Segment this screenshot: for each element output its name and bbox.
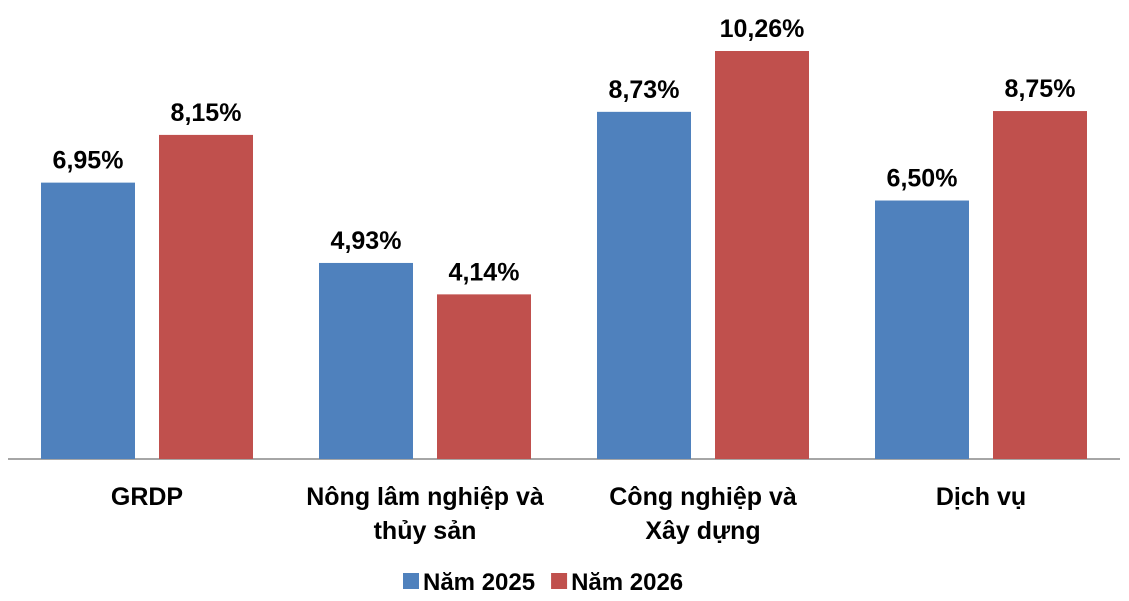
bar: [41, 182, 135, 459]
data-label: 8,73%: [609, 76, 680, 104]
data-label: 8,15%: [171, 99, 242, 127]
bar: [319, 262, 413, 459]
bar: [715, 51, 809, 459]
bar: [875, 200, 969, 460]
data-label: 6,95%: [53, 147, 124, 175]
bar: [437, 294, 531, 459]
legend-label: Năm 2025: [423, 569, 535, 596]
legend-label: Năm 2026: [571, 569, 683, 596]
x-tick-label: GRDP: [110, 483, 184, 511]
data-label: 10,26%: [720, 15, 805, 43]
data-label: 6,50%: [887, 165, 958, 193]
bar: [159, 134, 253, 459]
data-label: 8,75%: [1005, 75, 1076, 103]
data-label: 4,14%: [449, 258, 520, 286]
bar: [597, 111, 691, 459]
legend-swatch: [551, 573, 568, 589]
bar: [993, 111, 1087, 459]
x-tick-label: Dịch vụ: [935, 483, 1027, 511]
x-tick-label: Nông lâm nghiệp và thủy sản: [306, 483, 544, 545]
x-tick-label: Công nghiệp và Xây dựng: [609, 483, 797, 545]
legend-swatch: [403, 573, 419, 589]
data-label: 4,93%: [331, 227, 402, 255]
